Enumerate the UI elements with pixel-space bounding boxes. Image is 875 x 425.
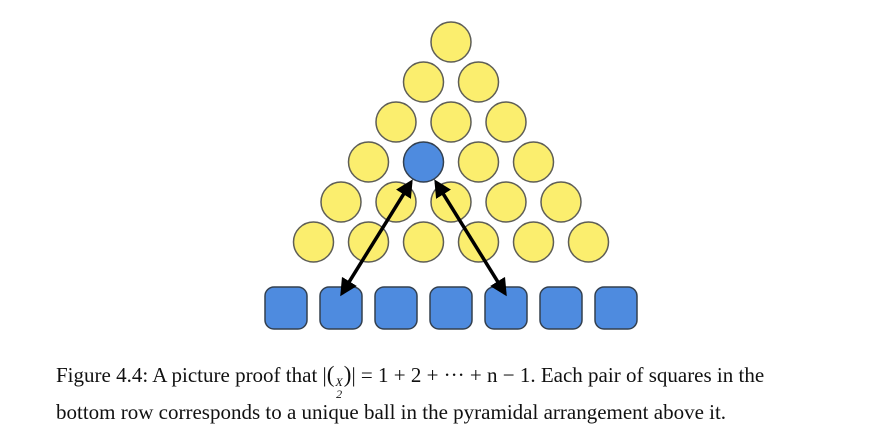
pyramid-ball	[430, 21, 472, 63]
pair-arrow	[434, 179, 507, 297]
bottom-square	[539, 286, 583, 330]
bottom-row-squares	[264, 286, 638, 330]
bottom-square	[484, 286, 528, 330]
pyramid-ball	[457, 61, 500, 103]
caption-line-2: bottom row corresponds to a unique ball …	[56, 400, 727, 424]
bottom-square	[374, 286, 418, 330]
bottom-square	[594, 286, 638, 330]
pyramid-ball	[512, 141, 555, 183]
figure-caption: Figure 4.4: A picture proof that |(X 2)| …	[56, 362, 846, 425]
caption-prefix: Figure 4.4: A picture proof that |	[56, 363, 327, 387]
bottom-square	[264, 286, 308, 330]
pyramid-ball	[402, 61, 445, 103]
caption-suffix: | = 1 + 2 + ··· + n − 1. Each pair of sq…	[351, 363, 765, 387]
pair-arrow	[340, 179, 413, 297]
pyramid-ball	[457, 141, 500, 183]
binom-top: X	[335, 375, 343, 389]
pyramid-ball	[485, 181, 527, 223]
pyramid-ball	[567, 221, 610, 263]
pyramid-ball	[540, 181, 582, 223]
bottom-square	[429, 286, 473, 330]
pyramid-ball	[320, 181, 362, 223]
binom-bottom: 2	[336, 387, 343, 401]
pyramid-ball	[375, 181, 417, 223]
pyramid-ball	[347, 141, 390, 183]
pyramid-diagram	[264, 21, 638, 330]
pair-arrows	[340, 179, 507, 297]
highlighted-ball	[402, 141, 445, 183]
pyramid-ball	[292, 221, 335, 263]
pyramid-ball	[430, 181, 472, 223]
pyramid-ball	[485, 101, 527, 143]
pyramid-ball	[430, 101, 472, 143]
pyramid-ball	[402, 221, 445, 263]
pyramid-ball	[512, 221, 555, 263]
caption-line-1: Figure 4.4: A picture proof that |(X 2)| …	[56, 362, 765, 401]
pyramid-balls	[292, 21, 610, 263]
bottom-square	[319, 286, 363, 330]
pyramid-ball	[375, 101, 417, 143]
